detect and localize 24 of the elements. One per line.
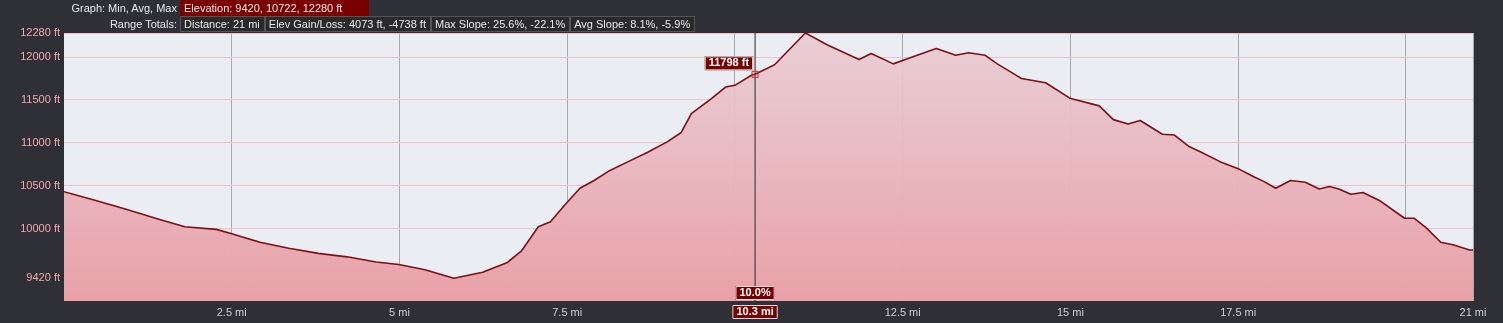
x-tick-label: 15 mi [1056,305,1084,318]
ref-line-label: 10.3 mi [736,305,774,318]
y-tick-label: 10000 ft [20,221,60,234]
y-tick-label: 12280 ft [20,26,60,39]
y-tick-label: 12000 ft [20,50,60,63]
text: Avg Slope: 8.1%, -5.9% [570,16,696,32]
y-tick-label: 11000 ft [21,135,60,148]
text: Distance: 21 mi [180,16,265,32]
annotation: 10.0% [739,286,771,299]
x-tick-label: 12.5 mi [884,305,921,318]
text: Elevation: 9420, 10722, 12280 ft [180,0,369,16]
text: Max Slope: 25.6%, -22.1% [430,16,571,32]
x-tick-label: 7.5 mi [552,305,583,318]
y-tick-label: 10500 ft [20,178,60,191]
y-tick-label: 9420 ft [26,271,60,284]
text: Elev Gain/Loss: 4073 ft, -4738 ft [264,16,431,32]
x-tick-label: 21 mi [1459,305,1487,318]
x-tick-label: 5 mi [389,305,410,318]
annotation: 11798 ft [708,56,750,69]
x-tick-label: 2.5 mi [216,305,247,318]
text: Range Totals: [109,18,177,30]
x-tick-label: 17.5 mi [1220,305,1257,318]
y-tick-label: 11500 ft [21,92,60,105]
text: Graph: Min, Avg, Max [70,2,178,14]
